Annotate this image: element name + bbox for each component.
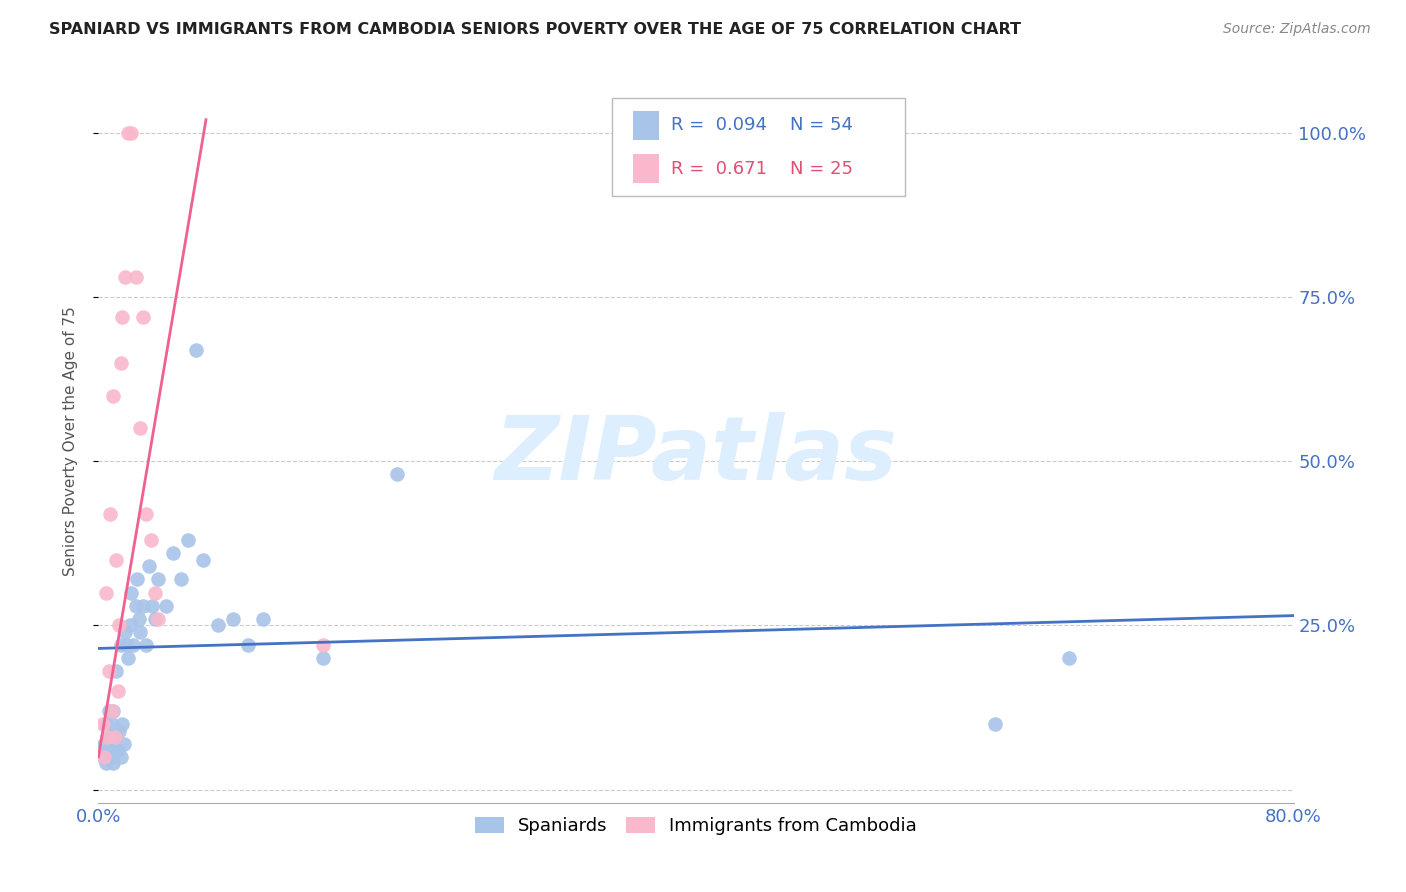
Point	[236, 638, 259, 652]
Point	[141, 599, 163, 613]
Point	[155, 599, 177, 613]
Point	[107, 743, 129, 757]
Text: R =  0.094    N = 54: R = 0.094 N = 54	[671, 117, 853, 135]
Point	[93, 749, 115, 764]
Point	[103, 756, 125, 771]
FancyBboxPatch shape	[633, 111, 659, 140]
Point	[103, 388, 125, 402]
Point	[191, 553, 214, 567]
Point	[143, 585, 166, 599]
Point	[107, 684, 129, 698]
Text: ZIPatlas: ZIPatlas	[495, 412, 897, 500]
Point	[110, 638, 132, 652]
Point	[148, 612, 170, 626]
Point	[128, 612, 150, 626]
Point	[311, 638, 333, 652]
Point	[91, 749, 114, 764]
Point	[105, 730, 128, 744]
Legend: Spaniards, Immigrants from Cambodia: Spaniards, Immigrants from Cambodia	[465, 808, 927, 845]
Point	[120, 126, 142, 140]
Point	[105, 553, 128, 567]
Point	[120, 585, 142, 599]
Point	[139, 533, 162, 547]
Point	[94, 756, 117, 771]
Point	[108, 723, 131, 738]
Point	[169, 573, 191, 587]
Point	[115, 638, 138, 652]
Point	[103, 704, 125, 718]
Point	[104, 743, 127, 757]
Point	[94, 585, 117, 599]
Point	[110, 356, 132, 370]
Point	[101, 749, 124, 764]
Point	[96, 749, 118, 764]
Point	[96, 730, 118, 744]
Point	[385, 467, 409, 482]
Point	[121, 638, 143, 652]
Point	[162, 546, 184, 560]
Point	[125, 599, 148, 613]
FancyBboxPatch shape	[613, 98, 905, 196]
Point	[98, 507, 122, 521]
Point	[148, 573, 170, 587]
Point	[108, 618, 131, 632]
Point	[129, 625, 152, 640]
Point	[114, 625, 136, 640]
Point	[101, 704, 124, 718]
Point	[207, 618, 229, 632]
Point	[184, 343, 207, 357]
Point	[111, 310, 134, 324]
Point	[96, 730, 118, 744]
Point	[111, 717, 134, 731]
Point	[135, 638, 157, 652]
Point	[138, 559, 160, 574]
Point	[252, 612, 274, 626]
Point	[129, 421, 152, 435]
Point	[132, 310, 155, 324]
Point	[1059, 651, 1081, 665]
Point	[117, 126, 139, 140]
Y-axis label: Seniors Poverty Over the Age of 75: Seniors Poverty Over the Age of 75	[63, 307, 77, 576]
Point	[94, 717, 117, 731]
Point	[103, 737, 125, 751]
Point	[311, 651, 333, 665]
Point	[104, 730, 127, 744]
FancyBboxPatch shape	[633, 154, 659, 183]
Point	[97, 704, 120, 718]
Point	[143, 612, 166, 626]
Text: R =  0.671    N = 25: R = 0.671 N = 25	[671, 160, 853, 178]
Point	[114, 270, 136, 285]
Point	[984, 717, 1007, 731]
Point	[97, 665, 120, 679]
Point	[117, 651, 139, 665]
Point	[101, 717, 124, 731]
Point	[105, 665, 128, 679]
Text: Source: ZipAtlas.com: Source: ZipAtlas.com	[1223, 22, 1371, 37]
Point	[127, 573, 149, 587]
Point	[177, 533, 200, 547]
Point	[91, 717, 114, 731]
Point	[112, 737, 135, 751]
Point	[125, 270, 148, 285]
Point	[132, 599, 155, 613]
Point	[222, 612, 245, 626]
Point	[110, 749, 132, 764]
Point	[93, 737, 115, 751]
Point	[98, 730, 122, 744]
Text: SPANIARD VS IMMIGRANTS FROM CAMBODIA SENIORS POVERTY OVER THE AGE OF 75 CORRELAT: SPANIARD VS IMMIGRANTS FROM CAMBODIA SEN…	[49, 22, 1021, 37]
Point	[135, 507, 157, 521]
Point	[118, 618, 141, 632]
Point	[98, 749, 122, 764]
Point	[97, 743, 120, 757]
